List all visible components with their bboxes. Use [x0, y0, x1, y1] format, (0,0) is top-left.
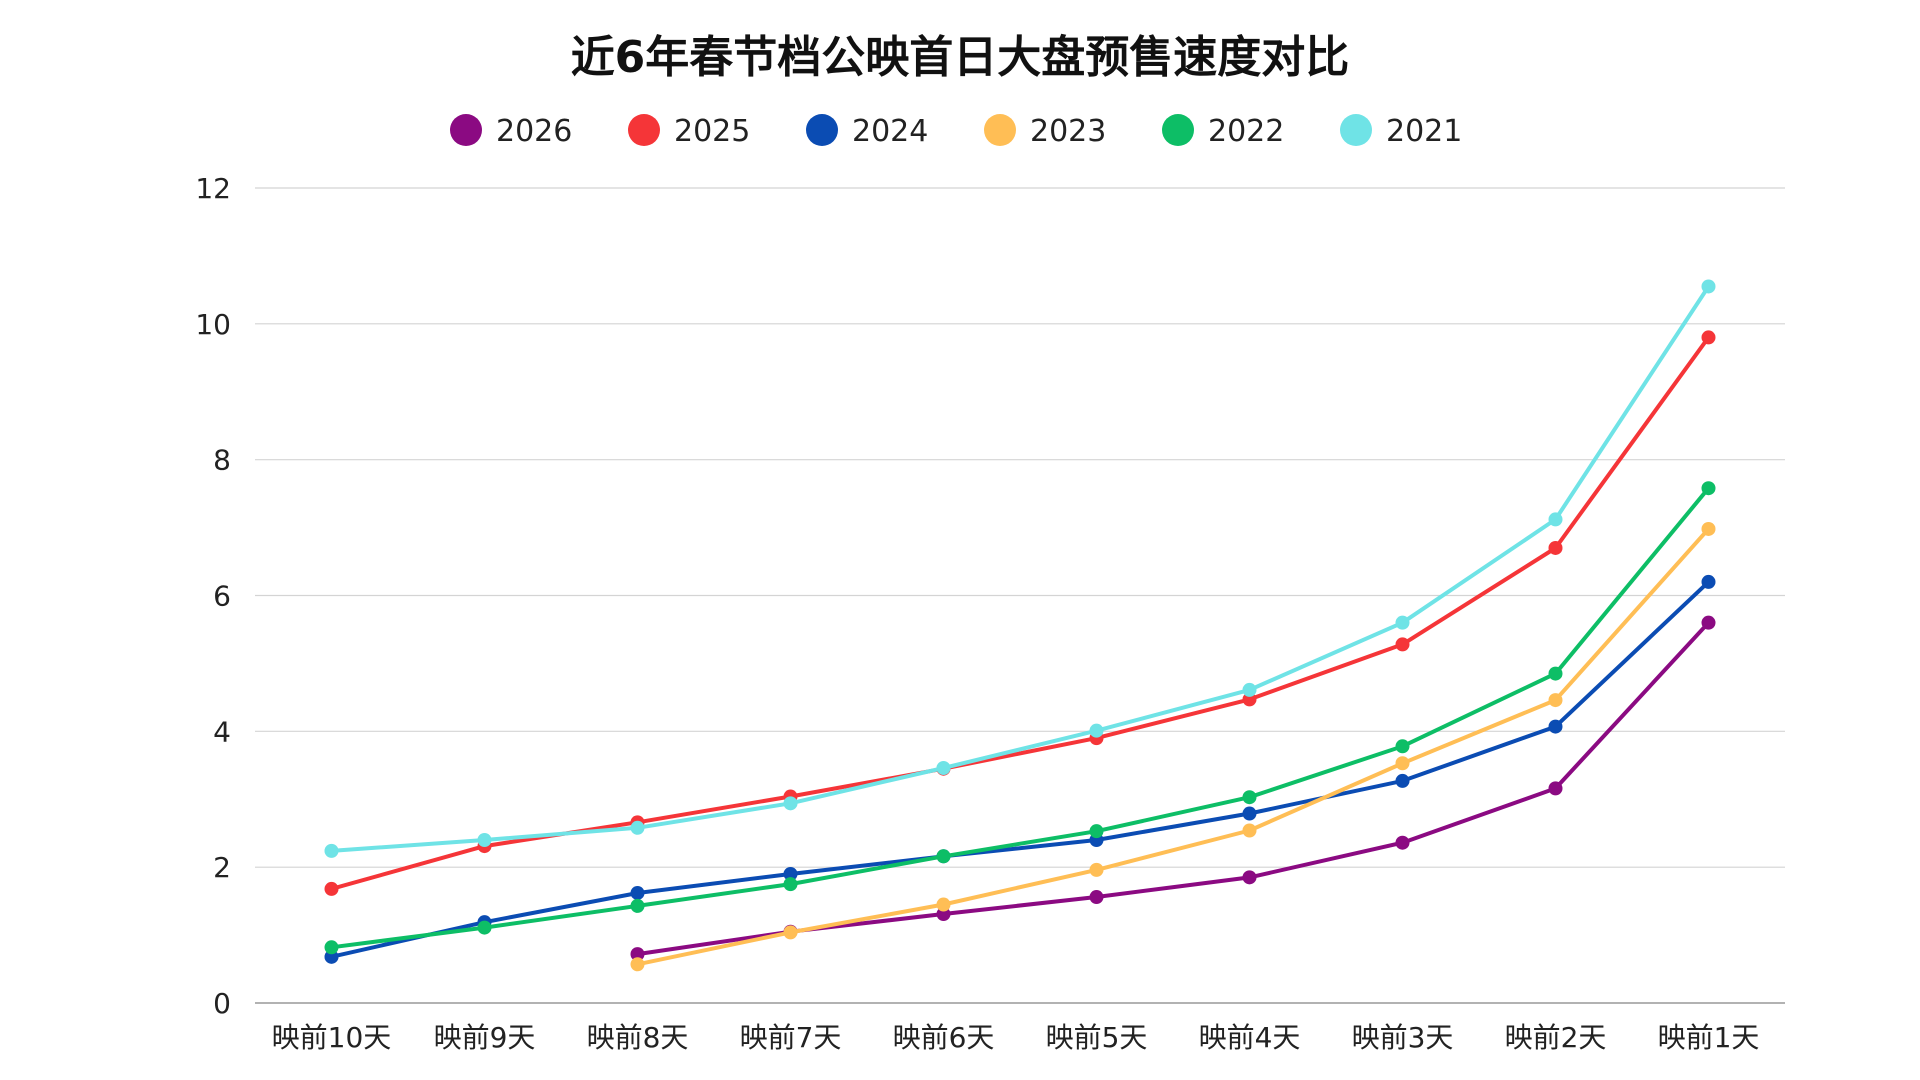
data-point-2023	[630, 957, 645, 972]
legend-item-2026: 2026	[450, 114, 572, 149]
x-tick-label: 映前5天	[1046, 1021, 1148, 1054]
data-point-2024	[1701, 574, 1716, 589]
legend-marker	[984, 114, 1016, 146]
data-point-2023	[783, 925, 798, 940]
data-point-2025	[1395, 637, 1410, 652]
y-tick-label: 2	[213, 851, 231, 884]
series-line-2026	[635, 620, 1711, 957]
data-point-2026	[630, 947, 645, 962]
x-tick-label: 映前2天	[1505, 1021, 1607, 1054]
legend-marker	[806, 114, 838, 146]
data-point-2025	[1701, 330, 1716, 345]
legend-label: 2021	[1386, 114, 1462, 149]
data-point-2021	[1395, 615, 1410, 630]
y-tick-label: 6	[213, 580, 231, 613]
data-point-2024	[1242, 806, 1257, 821]
data-point-2024	[1395, 773, 1410, 788]
series-line-2022	[329, 486, 1711, 950]
legend-label: 2024	[852, 114, 928, 149]
y-tick-label: 10	[195, 308, 231, 341]
legend-label: 2022	[1208, 114, 1284, 149]
data-point-2022	[1089, 824, 1104, 839]
data-point-2022	[936, 849, 951, 864]
data-point-2021	[477, 833, 492, 847]
x-tick-label: 映前1天	[1658, 1021, 1760, 1054]
x-tick-label: 映前4天	[1199, 1021, 1301, 1054]
legend-item-2022: 2022	[1162, 114, 1284, 149]
x-tick-label: 映前7天	[740, 1021, 842, 1054]
data-point-2026	[1548, 781, 1563, 796]
legend-marker	[628, 114, 660, 146]
legend-label: 2026	[496, 114, 572, 149]
data-point-2021	[783, 796, 798, 811]
x-tick-label: 映前8天	[587, 1021, 689, 1054]
data-point-2022	[1701, 481, 1716, 496]
legend-item-2025: 2025	[628, 114, 750, 149]
legend-marker	[1162, 114, 1194, 146]
data-point-2022	[1395, 739, 1410, 754]
data-point-2026	[1242, 870, 1257, 885]
data-point-2023	[1089, 862, 1104, 877]
legend-item-2023: 2023	[984, 114, 1106, 149]
data-point-2022	[630, 898, 645, 913]
series-2025	[324, 330, 1716, 896]
data-point-2021	[1701, 279, 1716, 294]
data-point-2021	[1242, 682, 1257, 697]
data-point-2026	[1701, 615, 1716, 630]
legend: 2026 2025 2024 2023 2022 2021	[450, 114, 1462, 149]
legend-marker	[1340, 114, 1372, 146]
series-line-2023	[635, 526, 1711, 967]
legend-item-2024: 2024	[806, 114, 928, 149]
data-point-2021	[324, 843, 339, 858]
legend-label: 2025	[674, 114, 750, 149]
data-point-2022	[477, 920, 492, 935]
data-point-2022	[1548, 666, 1563, 681]
data-point-2021	[1548, 512, 1563, 527]
data-point-2025	[324, 881, 339, 896]
data-point-2022	[324, 940, 339, 955]
data-point-2026	[1089, 890, 1104, 905]
data-point-2024	[1548, 719, 1563, 734]
data-point-2021	[630, 820, 645, 835]
data-point-2021	[1089, 723, 1104, 738]
series-2022	[324, 481, 1716, 955]
series-layer	[324, 279, 1716, 972]
legend-marker	[450, 114, 482, 146]
series-2023	[630, 521, 1716, 972]
x-tick-label: 映前3天	[1352, 1021, 1454, 1054]
data-point-2023	[936, 897, 951, 912]
grid-lines	[255, 187, 1785, 1004]
chart-title: 近6年春节档公映首日大盘预售速度对比	[571, 32, 1350, 83]
data-point-2023	[1548, 693, 1563, 708]
data-point-2023	[1701, 521, 1716, 536]
y-tick-label: 0	[213, 987, 231, 1020]
data-point-2022	[1242, 790, 1257, 805]
x-tick-label: 映前10天	[272, 1021, 392, 1054]
data-point-2024	[630, 885, 645, 900]
data-point-2024	[783, 866, 798, 881]
y-tick-label: 12	[195, 172, 231, 205]
series-line-2021	[329, 284, 1711, 853]
data-point-2025	[1548, 540, 1563, 555]
x-tick-label: 映前6天	[893, 1021, 995, 1054]
y-tick-label: 4	[213, 715, 231, 748]
legend-item-2021: 2021	[1340, 114, 1462, 149]
data-point-2022	[783, 877, 798, 892]
x-tick-label: 映前9天	[434, 1021, 536, 1054]
series-line-2024	[329, 579, 1711, 959]
data-point-2026	[1395, 835, 1410, 850]
series-2021	[324, 279, 1716, 858]
data-point-2021	[936, 761, 951, 776]
data-point-2023	[1242, 823, 1257, 838]
data-point-2023	[1395, 756, 1410, 771]
x-axis: 映前10天 映前9天 映前8天 映前7天 映前6天 映前5天 映前4天 映前3天 映前2天 映前1…	[272, 1021, 1760, 1054]
y-tick-label: 8	[213, 444, 231, 477]
y-axis: 0 2 4 6 8 10 12	[195, 172, 231, 1020]
legend-label: 2023	[1030, 114, 1106, 149]
